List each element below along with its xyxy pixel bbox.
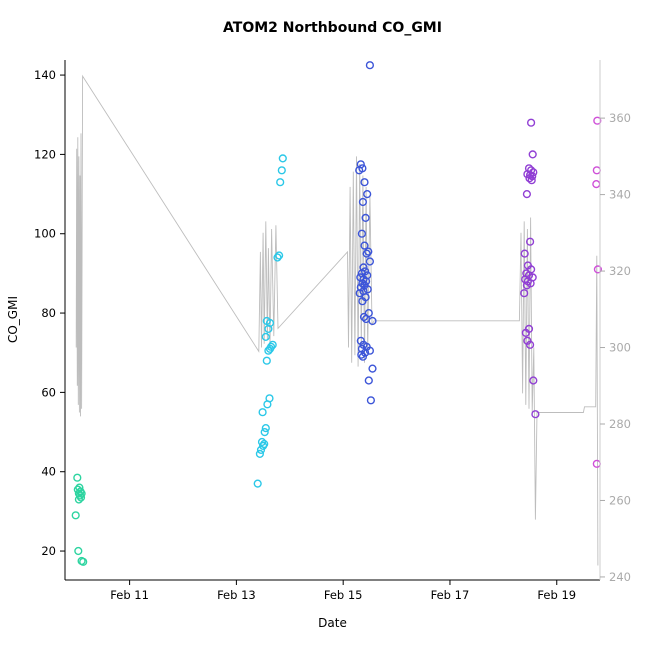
data-point (525, 237, 535, 246)
data-point (77, 489, 86, 498)
y-tick-label-right: 280 (609, 417, 631, 431)
y-tick-label-left: 40 (41, 465, 56, 479)
data-point (592, 180, 601, 189)
data-point (265, 394, 274, 403)
data-point (253, 479, 262, 488)
data-point (364, 376, 373, 385)
data-point (275, 251, 284, 260)
data-point (262, 356, 271, 365)
data-point (265, 318, 275, 328)
data-point (76, 493, 86, 502)
data-point (531, 410, 540, 419)
data-point (362, 249, 371, 258)
data-point (521, 328, 530, 338)
data-point (357, 229, 367, 238)
data-point (355, 166, 364, 175)
data-point (522, 190, 532, 199)
data-point (358, 352, 368, 361)
data-point (71, 511, 80, 520)
data-point (366, 396, 376, 405)
data-point (74, 546, 83, 556)
data-point (268, 340, 277, 349)
data-point (368, 316, 377, 326)
data-point (73, 473, 82, 482)
data-point (355, 289, 364, 298)
y-tick-label-left: 100 (34, 227, 56, 241)
data-point (277, 166, 286, 175)
data-point (273, 253, 282, 262)
data-point (260, 439, 269, 449)
data-point (525, 340, 535, 349)
data-point (261, 332, 270, 342)
data-point (363, 190, 372, 199)
data-point (255, 449, 265, 459)
data-point (592, 459, 601, 468)
data-point (528, 150, 537, 159)
data-point (593, 265, 603, 274)
data-point (359, 312, 369, 322)
data-point (592, 166, 601, 175)
data-point (257, 437, 267, 447)
data-point (520, 289, 529, 298)
data-point (363, 285, 372, 294)
data-point (79, 557, 88, 566)
data-point (364, 247, 373, 256)
x-tick-label: Feb 13 (217, 588, 256, 602)
data-point (529, 376, 538, 385)
data-point (365, 257, 375, 266)
y-tick-label-left: 140 (34, 68, 56, 82)
data-point (360, 178, 369, 187)
chart-title: ATOM2 Northbound CO_GMI (223, 20, 442, 36)
data-point (522, 281, 532, 290)
y-axis-label: CO_GMI (6, 296, 20, 344)
data-point (525, 174, 534, 183)
x-tick-label: Feb 19 (537, 588, 576, 602)
data-point (368, 364, 377, 373)
data-point (358, 197, 368, 207)
x-tick-label: Feb 11 (110, 588, 149, 602)
data-point (260, 428, 269, 437)
y-tick-label-left: 20 (41, 544, 56, 558)
x-axis-label: Date (318, 616, 347, 630)
y-axis-label-wrap: CO_GMI (6, 0, 20, 640)
y-tick-label-left: 120 (34, 147, 56, 161)
y-tick-label-right: 360 (609, 111, 631, 125)
data-point (267, 342, 276, 351)
y-tick-label-right: 300 (609, 341, 631, 355)
data-point (358, 297, 367, 306)
data-point (261, 424, 270, 433)
data-point (360, 241, 369, 250)
x-tick-label: Feb 15 (324, 588, 363, 602)
data-point (361, 213, 370, 223)
data-point (365, 346, 375, 355)
x-tick-label: Feb 17 (431, 588, 470, 602)
y-tick-label-left: 80 (41, 306, 56, 320)
data-point (527, 176, 536, 185)
data-point (357, 350, 366, 359)
data-point (258, 408, 267, 417)
secondary-line (75, 74, 599, 566)
data-point (520, 249, 529, 258)
data-point (358, 279, 367, 288)
y-tick-label-right: 240 (609, 570, 631, 584)
y-tick-label-left: 60 (41, 385, 56, 399)
data-point (278, 154, 287, 163)
y-tick-label-right: 340 (609, 188, 631, 202)
data-point (526, 118, 536, 127)
data-point (276, 178, 285, 187)
y-tick-label-right: 260 (609, 493, 631, 507)
y-tick-label-right: 320 (609, 264, 631, 278)
data-point (365, 61, 375, 70)
data-point (593, 116, 602, 125)
